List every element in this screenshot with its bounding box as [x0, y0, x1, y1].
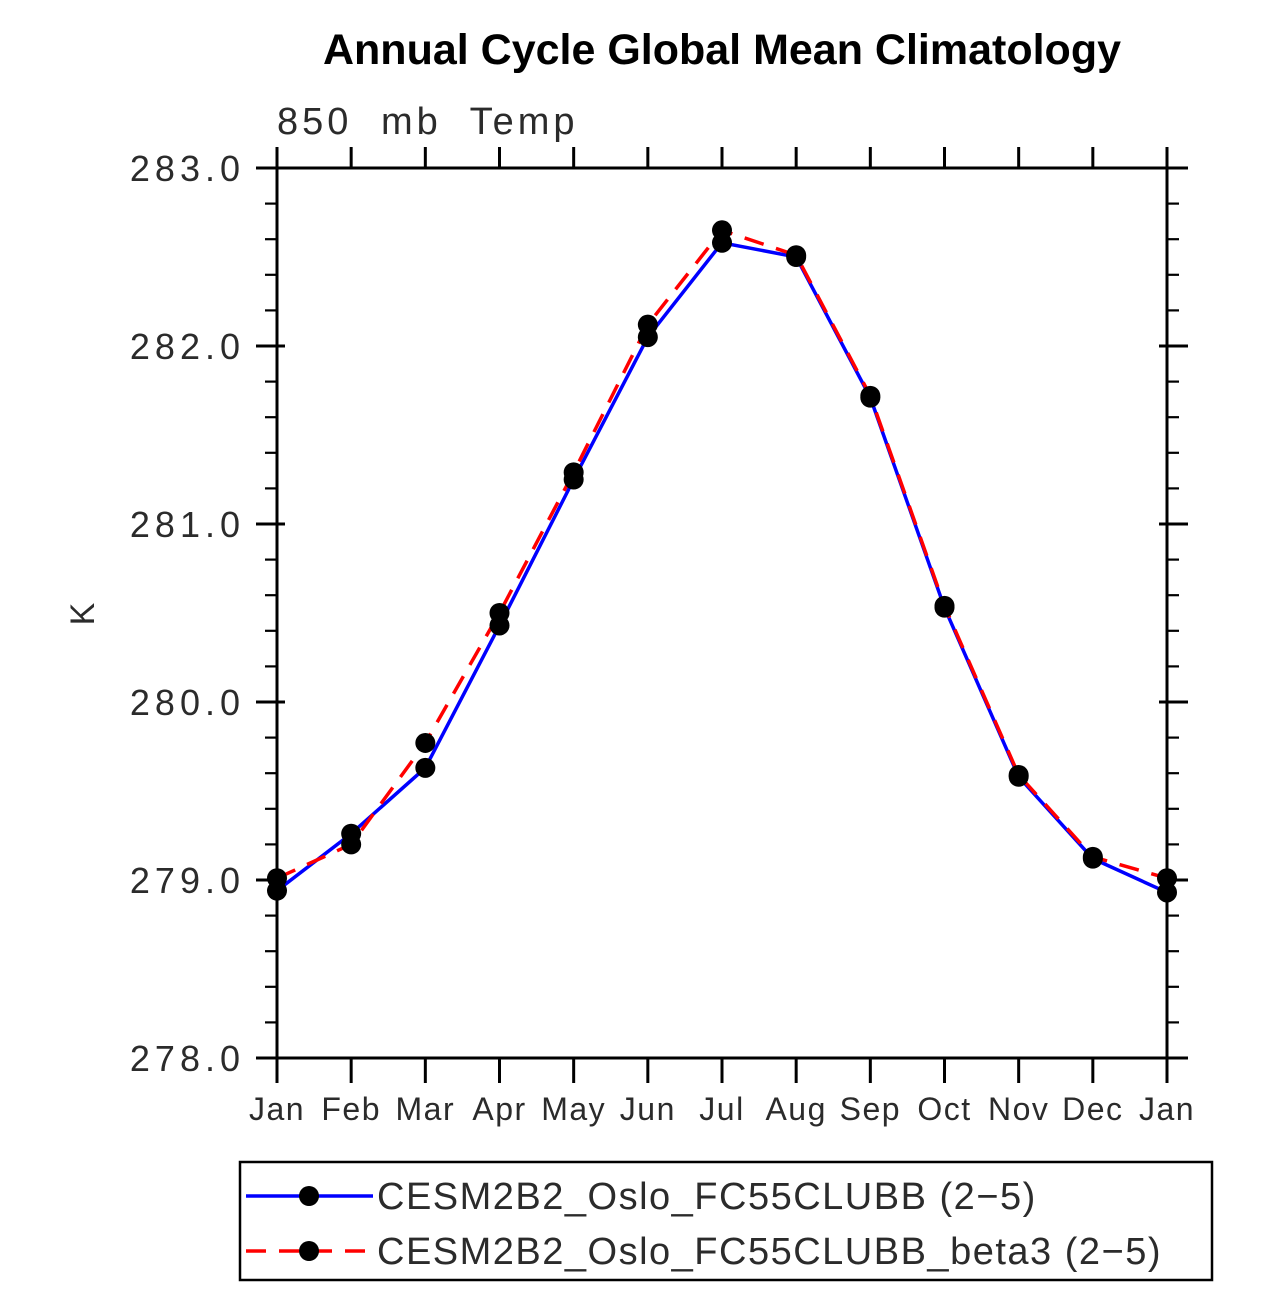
x-tick-label: Aug — [765, 1091, 826, 1127]
x-tick-label: Feb — [321, 1091, 381, 1127]
y-tick-label: 278.0 — [130, 1038, 245, 1079]
x-tick-label: May — [541, 1091, 606, 1127]
x-tick-label: Dec — [1062, 1091, 1123, 1127]
y-tick-label: 281.0 — [130, 504, 245, 545]
chart-title: Annual Cycle Global Mean Climatology — [323, 26, 1121, 74]
series-marker-1 — [1082, 846, 1103, 867]
x-tick-label: Sep — [840, 1091, 901, 1127]
y-tick-label: 280.0 — [130, 682, 245, 723]
series-marker-1 — [563, 462, 584, 483]
series-layer — [267, 220, 1177, 903]
y-tick-label: 283.0 — [130, 148, 245, 189]
series-marker-1 — [489, 603, 510, 623]
series-marker-1 — [934, 595, 955, 616]
plot-frame — [275, 166, 1169, 1060]
y-tick-label: 282.0 — [130, 326, 245, 367]
legend-sample-marker-icon — [299, 1186, 319, 1206]
series-marker-1 — [1157, 868, 1177, 889]
series-marker-1 — [267, 868, 287, 889]
series-line-0 — [275, 240, 1168, 895]
x-tick-label: Apr — [472, 1091, 526, 1127]
x-tick-label: Jul — [699, 1091, 744, 1127]
y-tick-label: 279.0 — [130, 860, 245, 901]
x-tick-label: Nov — [988, 1091, 1049, 1127]
legend: CESM2B2_Oslo_FC55CLUBB (2−5) CESM2B2_Osl… — [238, 1160, 1214, 1282]
series-marker-1 — [712, 220, 732, 241]
y-axis-label: K — [64, 602, 102, 625]
x-tick-label: Jan — [1139, 1091, 1195, 1127]
legend-box — [238, 1160, 1214, 1282]
legend-label-1: CESM2B2_Oslo_FC55CLUBB_beta3 (2−5) — [377, 1231, 1162, 1273]
series-marker-0 — [1157, 882, 1177, 903]
legend-sample-marker-icon — [299, 1241, 319, 1261]
x-tick-label: Jan — [249, 1091, 305, 1127]
series-marker-1 — [1008, 764, 1029, 785]
legend-label-0: CESM2B2_Oslo_FC55CLUBB (2−5) — [377, 1176, 1037, 1218]
series-marker-1 — [341, 834, 362, 855]
series-marker-1 — [637, 314, 658, 335]
series-marker-1 — [786, 245, 807, 266]
x-tick-label: Oct — [917, 1091, 971, 1127]
series-marker-1 — [415, 732, 436, 753]
x-tick-label: Jun — [620, 1091, 676, 1127]
left-axis-title: 850 mb Temp — [277, 101, 579, 143]
series-marker-0 — [415, 757, 436, 778]
series-marker-1 — [860, 385, 881, 406]
x-tick-label: Mar — [396, 1091, 456, 1127]
